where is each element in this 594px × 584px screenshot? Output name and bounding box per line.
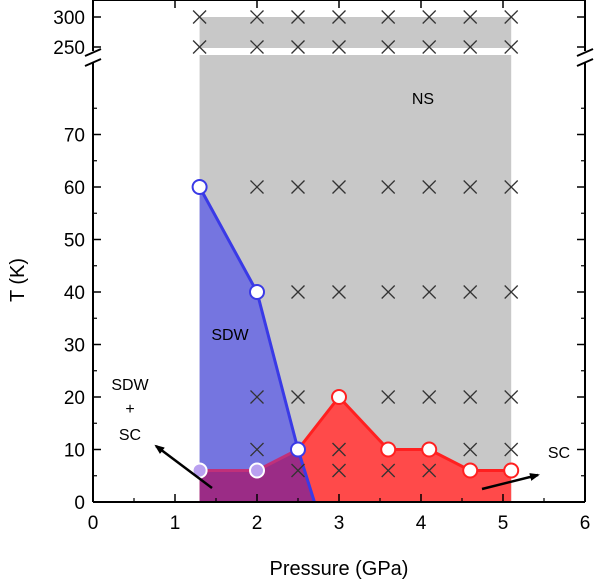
cross-marker <box>291 390 305 404</box>
cross-marker <box>291 180 305 194</box>
cross-marker <box>381 463 396 478</box>
cross-marker <box>332 180 346 194</box>
cross-marker <box>250 180 264 194</box>
x-tick-label: 2 <box>252 513 263 534</box>
axis-break-mark <box>84 48 102 57</box>
y-tick-label: 20 <box>64 388 85 409</box>
cross-marker <box>381 10 396 24</box>
cross-marker <box>192 10 207 24</box>
y-axis-label: T (K) <box>7 258 29 302</box>
region-sdw <box>199 187 315 502</box>
cross-marker <box>250 442 264 457</box>
region-label-sdw-sc-line3: SC <box>119 427 141 444</box>
y-tick-label: 60 <box>64 178 85 199</box>
cross-marker <box>381 40 396 54</box>
region-label-sdw-sc-line2: + <box>125 401 134 418</box>
annotations <box>154 444 540 491</box>
data-point-sdw <box>290 441 306 458</box>
data-point-sc <box>331 389 347 405</box>
cross-marker <box>291 40 305 54</box>
region-label-sdw: SDW <box>211 327 249 344</box>
cross-marker <box>504 40 519 54</box>
cross-marker <box>504 285 519 299</box>
cross-marker <box>463 285 478 299</box>
cross-marker <box>250 390 264 404</box>
arrow-sdw-sc <box>154 444 213 489</box>
cross-marker <box>422 285 437 299</box>
region-ns-upper <box>199 17 512 48</box>
data-points <box>191 179 520 479</box>
cross-marker <box>381 285 396 299</box>
arrow-sc <box>481 473 540 491</box>
x-tick-label: 3 <box>334 513 345 534</box>
data-point-sdw <box>249 284 265 300</box>
cross-marker <box>463 10 478 24</box>
cross-marker <box>381 180 396 194</box>
cross-marker <box>422 463 437 478</box>
data-point-sc <box>503 462 520 479</box>
data-point-sdw-sc <box>249 462 265 479</box>
data-point-sc <box>462 462 479 479</box>
cross-marker <box>192 40 207 54</box>
cross-marker <box>291 285 305 299</box>
cross-marker <box>463 442 478 457</box>
cross-marker <box>332 463 346 478</box>
cross-marker <box>250 40 264 54</box>
cross-markers <box>192 10 519 478</box>
y-tick-label: 40 <box>64 283 85 304</box>
region-label-sc: SC <box>548 445 570 462</box>
x-tick-label: 4 <box>416 513 427 534</box>
cross-marker <box>504 180 519 194</box>
cross-marker <box>332 442 346 457</box>
y-tick-label-upper: 250 <box>53 38 85 59</box>
y-tick-label: 70 <box>64 126 85 147</box>
region-label-sdw-sc-line1: SDW <box>111 377 149 394</box>
cross-marker <box>381 390 396 404</box>
cross-marker <box>504 10 519 24</box>
cross-marker <box>332 40 346 54</box>
axis-break-mark <box>576 48 594 57</box>
y-tick-label: 10 <box>64 441 85 462</box>
cross-marker <box>504 442 519 457</box>
cross-marker <box>463 40 478 54</box>
cross-marker <box>463 390 478 404</box>
cross-marker <box>422 180 437 194</box>
x-axis-label: Pressure (GPa) <box>270 558 409 580</box>
y-tick-label: 30 <box>64 336 85 357</box>
sdw-boundary-line <box>198 186 316 503</box>
cross-marker <box>250 10 264 24</box>
cross-marker <box>291 463 305 478</box>
data-point-sc <box>421 441 438 458</box>
x-tick-label: 6 <box>580 513 591 534</box>
axis-break-mark <box>576 58 594 67</box>
axis-break-mark <box>84 58 102 67</box>
cross-marker <box>422 390 437 404</box>
region-label-ns: NS <box>412 91 434 108</box>
x-tick-label: 5 <box>498 513 509 534</box>
cross-marker <box>332 285 346 299</box>
y-tick-label-upper: 300 <box>53 8 85 29</box>
data-point-sc <box>380 441 397 458</box>
cross-marker <box>422 40 437 54</box>
y-tick-label: 50 <box>64 231 85 252</box>
cross-marker <box>422 10 437 24</box>
cross-marker <box>291 10 305 24</box>
x-tick-label: 1 <box>170 513 181 534</box>
cross-marker <box>463 180 478 194</box>
cross-marker <box>504 390 519 404</box>
data-point-sdw <box>191 179 208 195</box>
y-tick-label: 0 <box>74 493 85 514</box>
x-tick-label: 0 <box>88 513 99 534</box>
phase-regions <box>199 17 512 502</box>
cross-marker <box>332 10 346 24</box>
